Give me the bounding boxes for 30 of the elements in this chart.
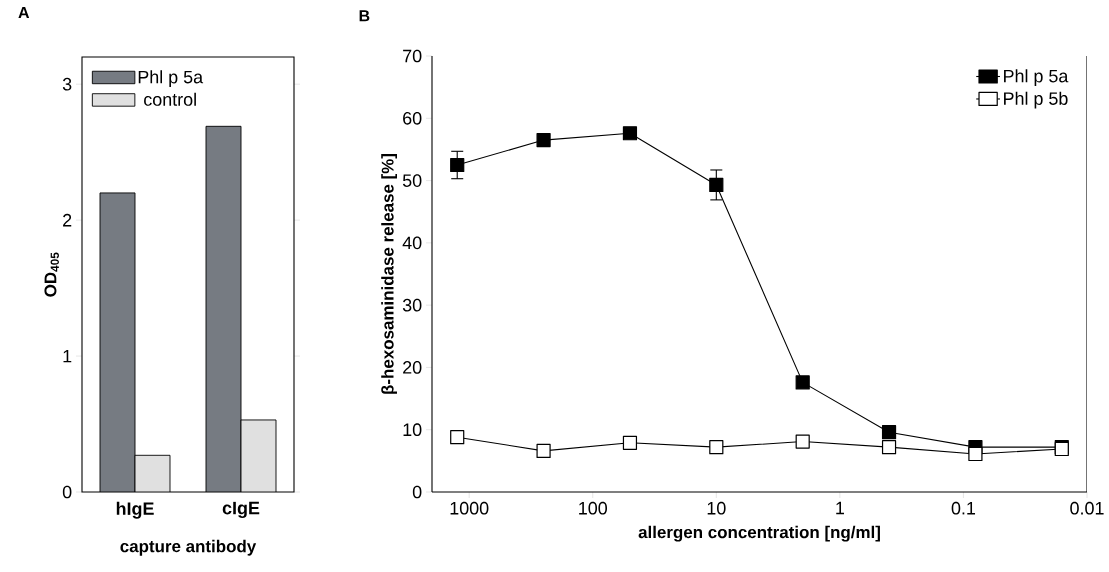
- x-tick-label: hIgE: [116, 501, 154, 519]
- y-tick-label: 50: [402, 174, 422, 187]
- x-tick-label: 100: [579, 501, 608, 515]
- x-tick-label: 10: [707, 501, 726, 515]
- y-tick-label: 0: [62, 485, 72, 499]
- x-tick-label: 1000: [450, 501, 489, 515]
- y-tick-label: 10: [403, 423, 422, 437]
- chart-title: A: [18, 7, 30, 18]
- y-tick-label: 20: [403, 361, 422, 374]
- legend-label: control: [144, 92, 196, 106]
- x-tick-label: 1: [836, 501, 844, 515]
- x-axis-title: allergen concentration [ng/ml]: [638, 525, 880, 542]
- y-tick-label: 1: [63, 349, 72, 363]
- x-tick-label: cIgE: [222, 501, 260, 518]
- x-tick-label: 0.1: [951, 501, 976, 515]
- y-tick-label: 70: [403, 49, 422, 63]
- chart-title: B: [359, 10, 370, 22]
- y-tick-label: 3: [62, 77, 72, 91]
- y-tick-label: 40: [402, 236, 422, 250]
- y-axis-title: β-hexosaminidase release [%]: [381, 154, 397, 394]
- y-tick-label: 30: [402, 298, 422, 312]
- y-tick-label: 0: [412, 485, 422, 499]
- x-tick-label: 0.01: [1070, 501, 1104, 515]
- y-tick-label: 60: [403, 111, 422, 125]
- x-axis-title: capture antibody: [120, 539, 257, 556]
- y-tick-label: 2: [63, 213, 72, 227]
- y-axis-title: OD$_{405}$: [44, 252, 59, 297]
- legend-label: Phl p 5a: [138, 70, 204, 87]
- legend-label: Phl p 5a: [1004, 69, 1069, 86]
- legend-label: Phl p 5b: [1004, 91, 1068, 109]
